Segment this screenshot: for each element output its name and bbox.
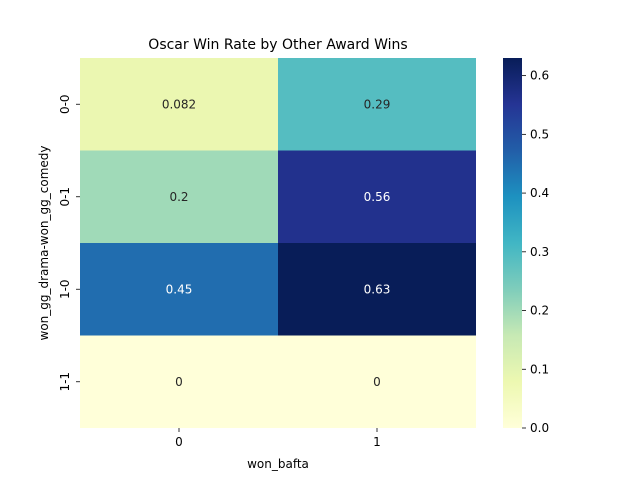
colorbar [503,58,522,428]
colorbar-tick-label: 0.0 [530,421,549,435]
heatmap-cell-label: 0.082 [162,97,196,111]
colorbar-ticks: 0.0 0.1 0.2 0.3 0.4 0.5 0.6 [522,69,549,435]
colorbar-tick-label: 0.3 [530,245,549,259]
y-tick-label: 1-1 [58,372,72,392]
heatmap-cells [80,58,476,428]
heatmap-cell [278,243,476,336]
colorbar-tick-label: 0.2 [530,304,549,318]
y-tick-label: 0-0 [58,94,72,114]
y-axis-ticks: 0-0 0-1 1-0 1-1 [58,94,80,392]
heatmap-cell [80,243,278,336]
chart-title: Oscar Win Rate by Other Award Wins [148,37,407,53]
y-axis-label: won_gg_drama-won_gg_comedy [37,146,51,341]
colorbar-tick-label: 0.5 [530,127,549,141]
x-tick-label: 1 [373,435,381,449]
heatmap-cell [278,58,476,151]
heatmap-cell-label: 0.56 [364,190,391,204]
heatmap-cell [80,150,278,243]
heatmap-cell [278,335,476,428]
y-tick-label: 0-1 [58,187,72,207]
x-axis-label: won_bafta [247,457,309,471]
heatmap-cell [278,150,476,243]
heatmap-cell-label: 0 [175,375,183,389]
heatmap-cell-label: 0.45 [166,282,193,296]
heatmap-cell [80,58,278,151]
x-tick-label: 0 [175,435,183,449]
heatmap-cell-label: 0 [373,375,381,389]
heatmap-cell-label: 0.29 [364,97,391,111]
heatmap-cell-labels: 0.082 0.29 0.2 0.56 0.45 0.63 0 0 [162,97,391,389]
colorbar-tick-label: 0.4 [530,186,549,200]
colorbar-tick-label: 0.6 [530,69,549,83]
heatmap-cell [80,335,278,428]
heatmap-cell-label: 0.2 [169,190,188,204]
y-tick-label: 1-0 [58,279,72,299]
heatmap-cell-label: 0.63 [364,282,391,296]
colorbar-tick-label: 0.1 [530,362,549,376]
